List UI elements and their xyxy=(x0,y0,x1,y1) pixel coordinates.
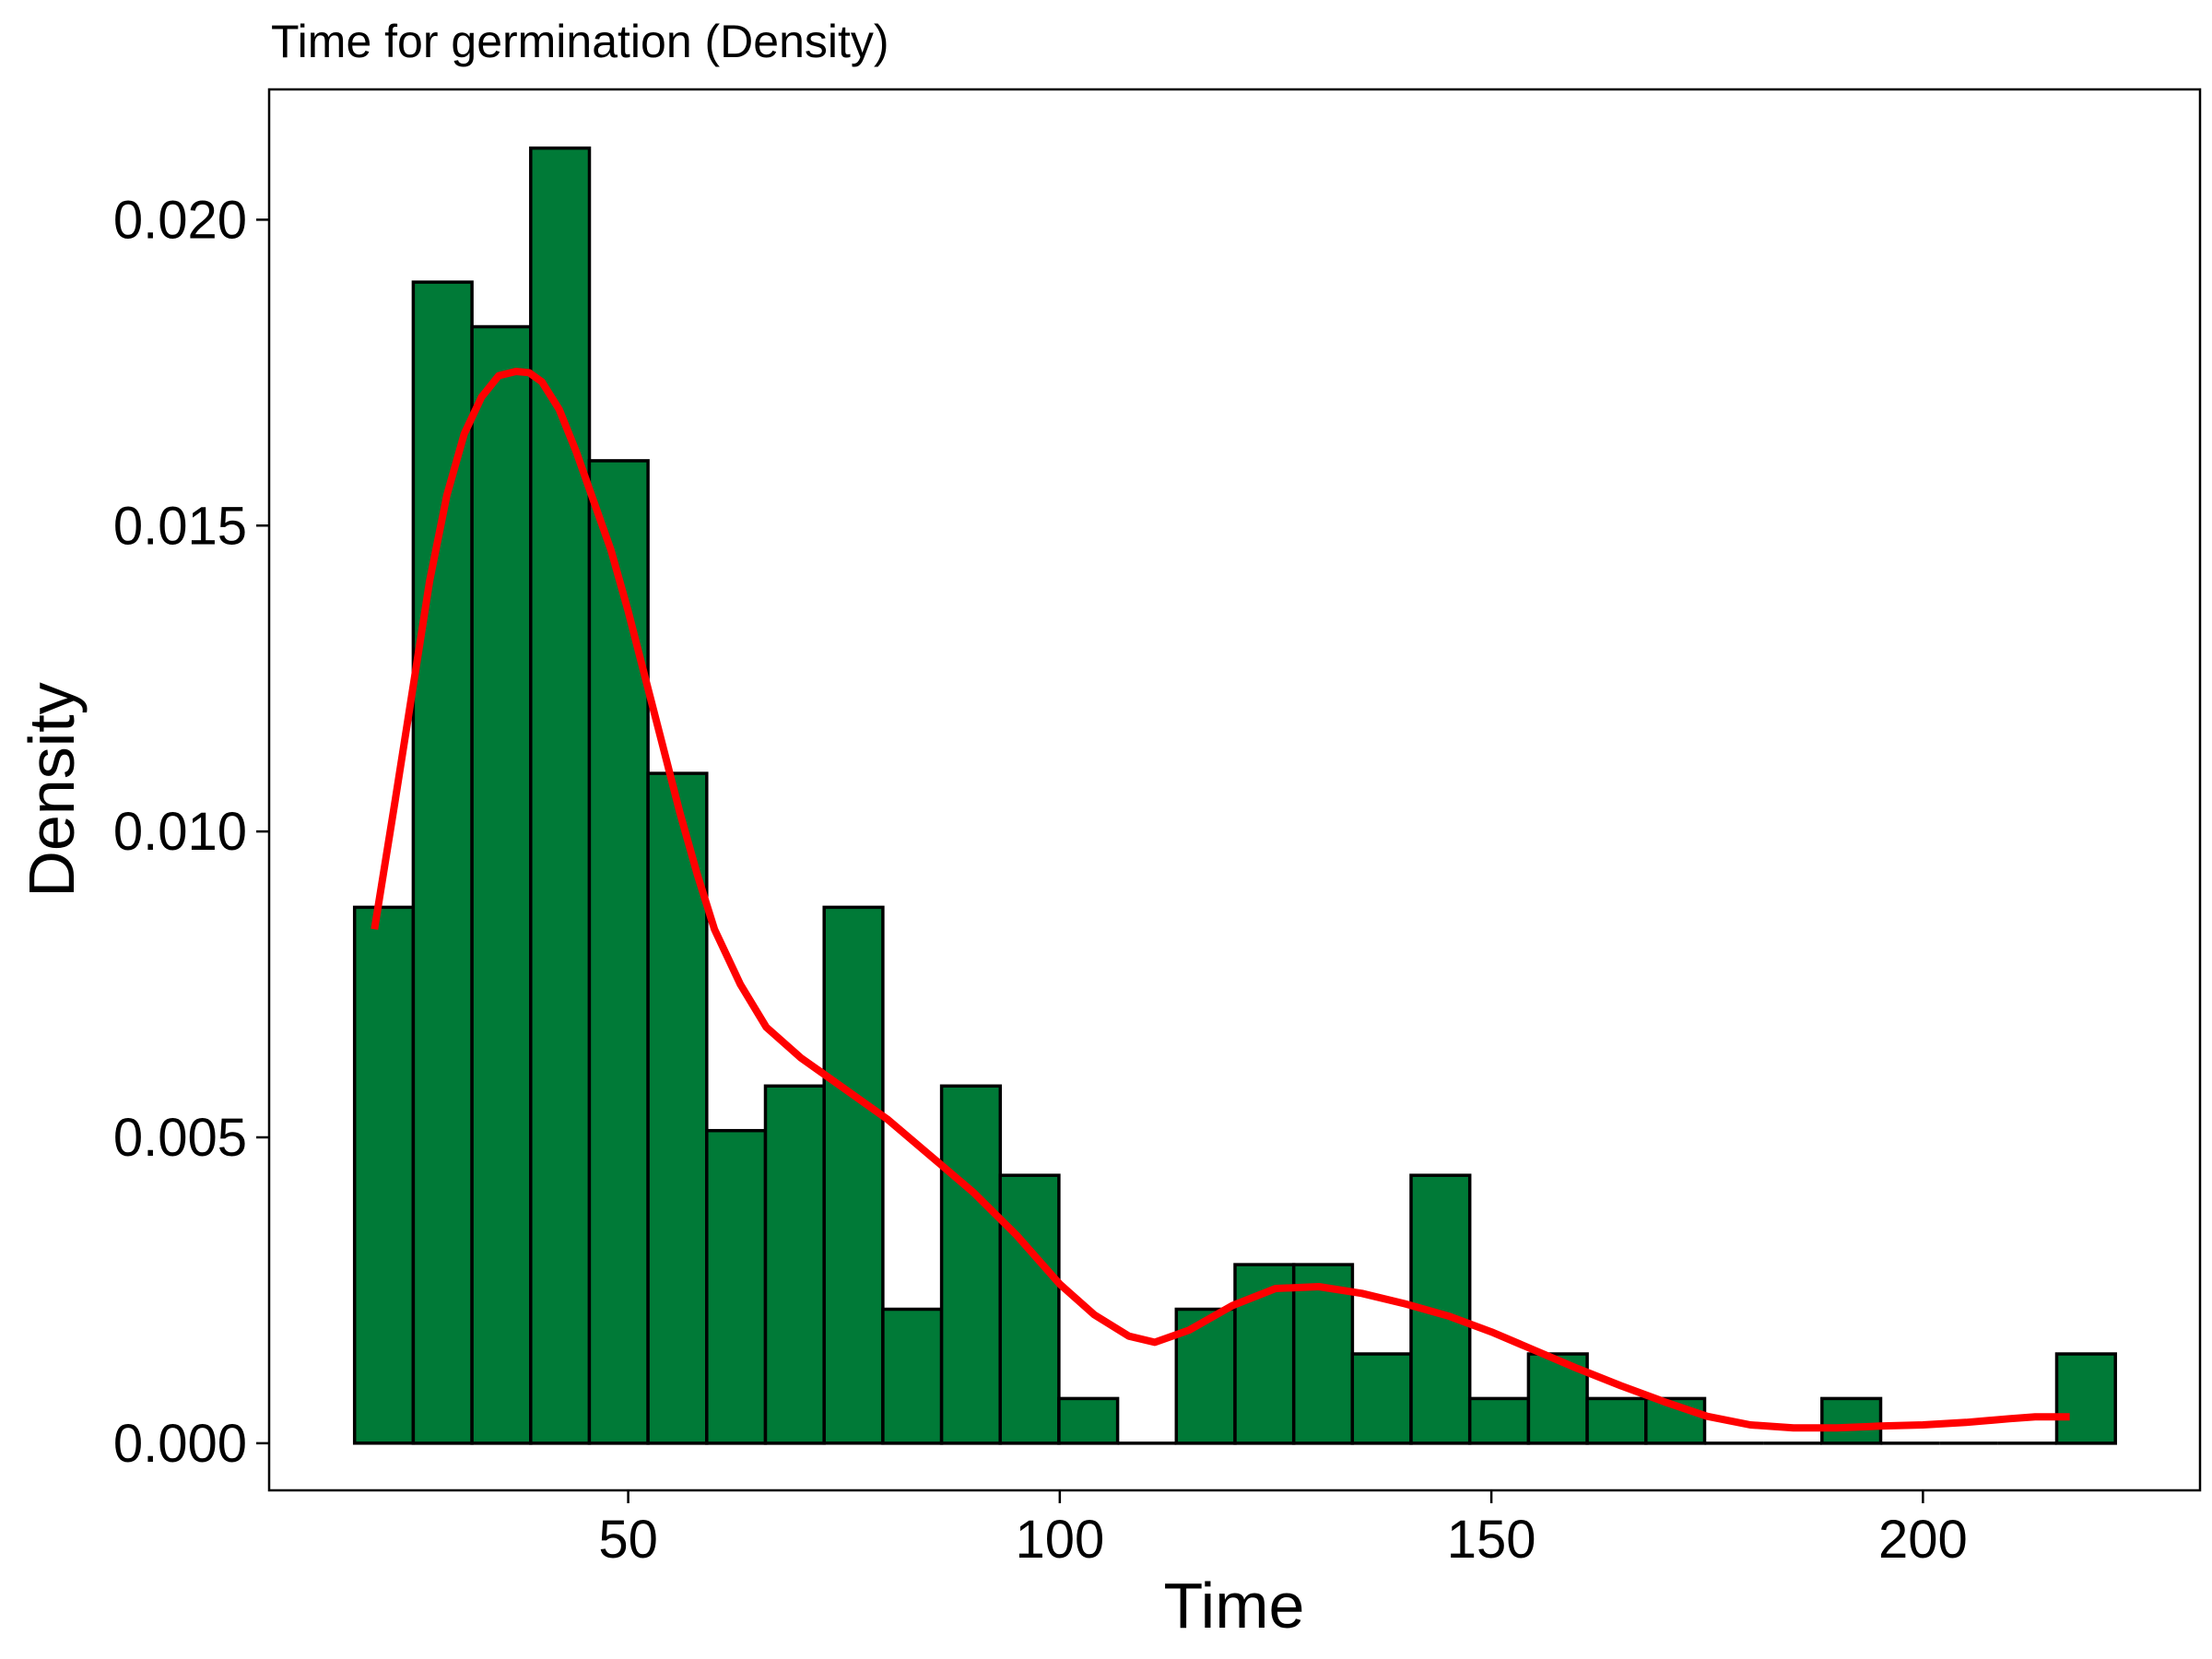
y-tick-label: 0.010 xyxy=(113,802,247,862)
histogram-bars xyxy=(352,146,2117,1445)
histogram-bar-9 xyxy=(822,905,885,1445)
y-axis: 0.000 0.005 0.010 0.015 0.020 xyxy=(113,190,269,1474)
x-axis: 50 100 150 200 xyxy=(598,1490,1968,1570)
x-axis-title: Time xyxy=(1164,1570,1305,1641)
histogram-bar-13 xyxy=(1057,1396,1120,1445)
histogram-bar-20 xyxy=(1467,1396,1531,1445)
histogram-bar-5 xyxy=(587,459,650,1445)
y-tick-label: 0.005 xyxy=(113,1108,247,1168)
histogram-bar-10 xyxy=(881,1307,944,1445)
y-tick-label: 0.015 xyxy=(113,496,247,556)
x-tick-label: 200 xyxy=(1878,1510,1968,1570)
histogram-bar-4 xyxy=(529,146,592,1445)
histogram-bar-11 xyxy=(939,1084,1003,1445)
x-tick-label: 50 xyxy=(598,1510,658,1570)
y-tick-label: 0.020 xyxy=(113,190,247,250)
histogram-bar-3 xyxy=(470,324,533,1445)
histogram-bar-7 xyxy=(705,1128,768,1445)
histogram-bar-18 xyxy=(1350,1352,1413,1445)
x-tick-label: 100 xyxy=(1015,1510,1104,1570)
histogram-bar-8 xyxy=(763,1084,826,1445)
density-curve xyxy=(371,368,2070,1432)
y-axis-title: Density xyxy=(16,682,88,897)
histogram-bar-22 xyxy=(1585,1396,1648,1445)
histogram-bar-30 xyxy=(2054,1352,2117,1445)
plot-panel-border xyxy=(267,88,2202,1492)
histogram-bar-2 xyxy=(411,280,474,1445)
y-tick-label: 0.000 xyxy=(113,1414,247,1474)
histogram-bar-12 xyxy=(998,1173,1061,1445)
x-tick-label: 150 xyxy=(1447,1510,1536,1570)
chart-title: Time for germination (Density) xyxy=(271,16,889,67)
histogram-bar-1 xyxy=(352,905,416,1445)
histogram-bar-26 xyxy=(1820,1396,1883,1445)
density-curve-layer xyxy=(371,368,2070,1432)
